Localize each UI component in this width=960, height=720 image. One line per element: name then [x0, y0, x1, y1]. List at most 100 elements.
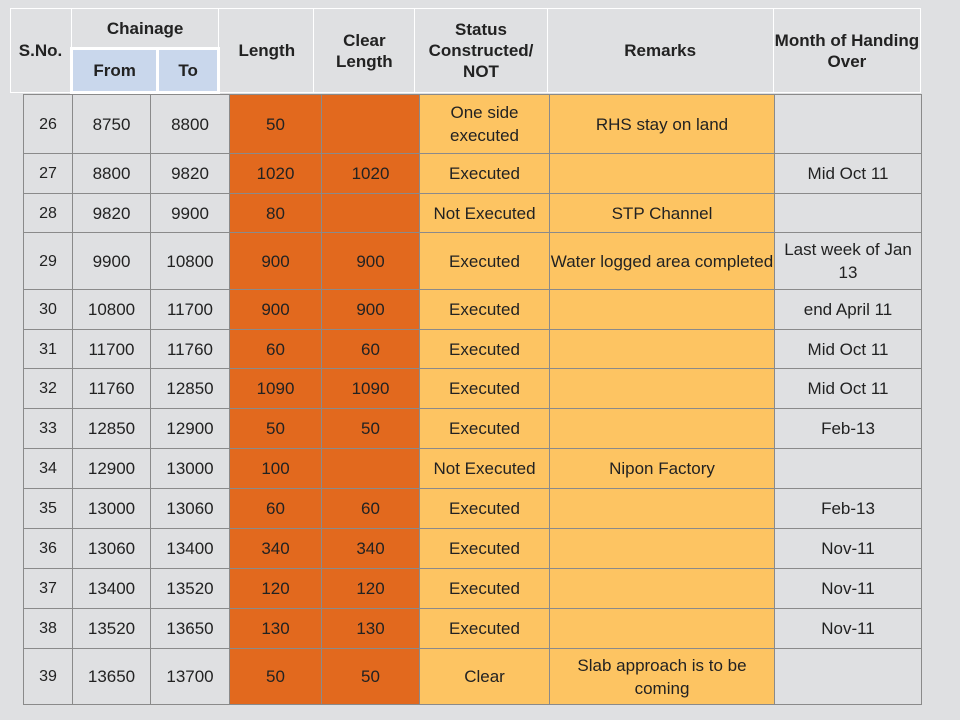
header-chainage: Chainage	[71, 8, 220, 49]
cell-remarks	[549, 368, 775, 409]
cell-status: Executed	[419, 368, 550, 409]
cell-from: 13650	[72, 648, 151, 705]
cell-from: 12850	[72, 408, 151, 449]
cell-length: 60	[229, 488, 322, 529]
cell-from: 13000	[72, 488, 151, 529]
cell-remarks: STP Channel	[549, 193, 775, 233]
cell-month: Mid Oct 11	[774, 329, 922, 369]
cell-month: Feb-13	[774, 408, 922, 449]
cell-from: 13520	[72, 608, 151, 649]
cell-from: 10800	[72, 289, 151, 330]
cell-month: Nov-11	[774, 568, 922, 609]
cell-remarks	[549, 488, 775, 529]
cell-status: Clear	[419, 648, 550, 705]
cell-status: Not Executed	[419, 448, 550, 489]
cell-remarks: Nipon Factory	[549, 448, 775, 489]
table-row: 27 8800 9820 1020 1020 Executed Mid Oct 11	[23, 153, 922, 194]
cell-sno: 27	[23, 153, 73, 194]
cell-to: 13650	[150, 608, 230, 649]
cell-to: 11700	[150, 289, 230, 330]
cell-month: Mid Oct 11	[774, 368, 922, 409]
header-sno: S.No.	[9, 8, 73, 93]
cell-remarks: Water logged area completed	[549, 232, 775, 290]
cell-status: Executed	[419, 153, 550, 194]
cell-from: 11700	[72, 329, 151, 369]
cell-sno: 31	[23, 329, 73, 369]
cell-to: 12900	[150, 408, 230, 449]
cell-clear-length: 130	[321, 608, 420, 649]
cell-from: 9820	[72, 193, 151, 233]
cell-remarks	[549, 329, 775, 369]
header-from: From	[70, 47, 160, 94]
cell-sno: 33	[23, 408, 73, 449]
cell-remarks	[549, 568, 775, 609]
cell-sno: 28	[23, 193, 73, 233]
cell-to: 9900	[150, 193, 230, 233]
cell-remarks: Slab approach is to be coming	[549, 648, 775, 705]
cell-to: 13400	[150, 528, 230, 569]
header-clear-length: Clear Length	[313, 8, 416, 93]
table-row: 32 11760 12850 1090 1090 Executed Mid Oct 11	[23, 368, 922, 409]
table-row: 31 11700 11760 60 60 Executed Mid Oct 11	[23, 329, 922, 369]
cell-to: 12850	[150, 368, 230, 409]
cell-month: Nov-11	[774, 528, 922, 569]
cell-length: 1020	[229, 153, 322, 194]
cell-to: 9820	[150, 153, 230, 194]
cell-length: 130	[229, 608, 322, 649]
table-row: 33 12850 12900 50 50 Executed Feb-13	[23, 408, 922, 449]
cell-from: 8750	[72, 94, 151, 154]
cell-remarks	[549, 289, 775, 330]
cell-status: Executed	[419, 329, 550, 369]
cell-clear-length	[321, 193, 420, 233]
cell-to: 13520	[150, 568, 230, 609]
cell-remarks	[549, 153, 775, 194]
cell-clear-length: 50	[321, 408, 420, 449]
cell-sno: 36	[23, 528, 73, 569]
cell-status: One side executed	[419, 94, 550, 154]
table-row: 34 12900 13000 100 Not Executed Nipon Factory	[23, 448, 922, 489]
cell-sno: 34	[23, 448, 73, 489]
cell-from: 13060	[72, 528, 151, 569]
cell-clear-length: 1090	[321, 368, 420, 409]
cell-month	[774, 648, 922, 705]
cell-clear-length	[321, 448, 420, 489]
cell-to: 13000	[150, 448, 230, 489]
cell-from: 12900	[72, 448, 151, 489]
cell-from: 9900	[72, 232, 151, 290]
cell-length: 50	[229, 408, 322, 449]
cell-sno: 30	[23, 289, 73, 330]
cell-to: 13700	[150, 648, 230, 705]
cell-status: Executed	[419, 608, 550, 649]
header-month: Month of Handing Over	[772, 8, 922, 93]
data-table: 26 8750 8800 50 One side executed RHS stay on…	[23, 94, 922, 705]
header-status: Status Constructed/ NOT	[414, 8, 548, 93]
cell-clear-length: 1020	[321, 153, 420, 194]
cell-clear-length: 900	[321, 232, 420, 290]
table-row: 39 13650 13700 50 50 Clear Slab approach is to…	[23, 648, 922, 705]
table-row: 30 10800 11700 900 900 Executed end April 11	[23, 289, 922, 330]
table-row: 37 13400 13520 120 120 Executed Nov-11	[23, 568, 922, 609]
cell-month: Feb-13	[774, 488, 922, 529]
cell-status: Executed	[419, 528, 550, 569]
table-row: 28 9820 9900 80 Not Executed STP Channel	[23, 193, 922, 233]
cell-remarks: RHS stay on land	[549, 94, 775, 154]
cell-sno: 35	[23, 488, 73, 529]
cell-month	[774, 448, 922, 489]
header-remarks: Remarks	[546, 8, 774, 93]
cell-to: 11760	[150, 329, 230, 369]
cell-sno: 26	[23, 94, 73, 154]
cell-status: Executed	[419, 568, 550, 609]
table-row: 26 8750 8800 50 One side executed RHS stay on…	[23, 94, 922, 154]
cell-status: Executed	[419, 488, 550, 529]
table-row: 36 13060 13400 340 340 Executed Nov-11	[23, 528, 922, 569]
cell-sno: 39	[23, 648, 73, 705]
cell-clear-length: 60	[321, 488, 420, 529]
cell-remarks	[549, 528, 775, 569]
cell-length: 50	[229, 648, 322, 705]
cell-length: 100	[229, 448, 322, 489]
cell-to: 10800	[150, 232, 230, 290]
cell-month: Nov-11	[774, 608, 922, 649]
cell-status: Executed	[419, 289, 550, 330]
cell-clear-length: 900	[321, 289, 420, 330]
cell-status: Executed	[419, 408, 550, 449]
